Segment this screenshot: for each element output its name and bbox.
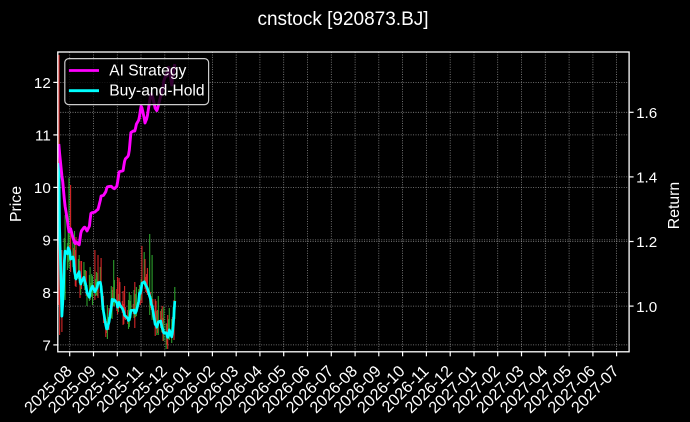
svg-text:12: 12 [34,75,51,92]
svg-text:1.4: 1.4 [636,170,657,187]
svg-text:8: 8 [42,285,50,302]
svg-text:Price: Price [8,186,25,222]
svg-text:10: 10 [34,180,51,197]
svg-text:Buy-and-Hold: Buy-and-Hold [109,83,204,100]
svg-text:7: 7 [42,338,50,355]
svg-text:cnstock [920873.BJ]: cnstock [920873.BJ] [257,9,428,30]
svg-text:Return: Return [666,182,683,229]
svg-text:11: 11 [35,128,51,145]
svg-text:AI Strategy: AI Strategy [109,63,186,80]
svg-text:1.2: 1.2 [636,234,657,251]
svg-text:1.6: 1.6 [636,105,657,122]
svg-text:9: 9 [42,233,50,250]
svg-text:1.0: 1.0 [636,299,657,316]
